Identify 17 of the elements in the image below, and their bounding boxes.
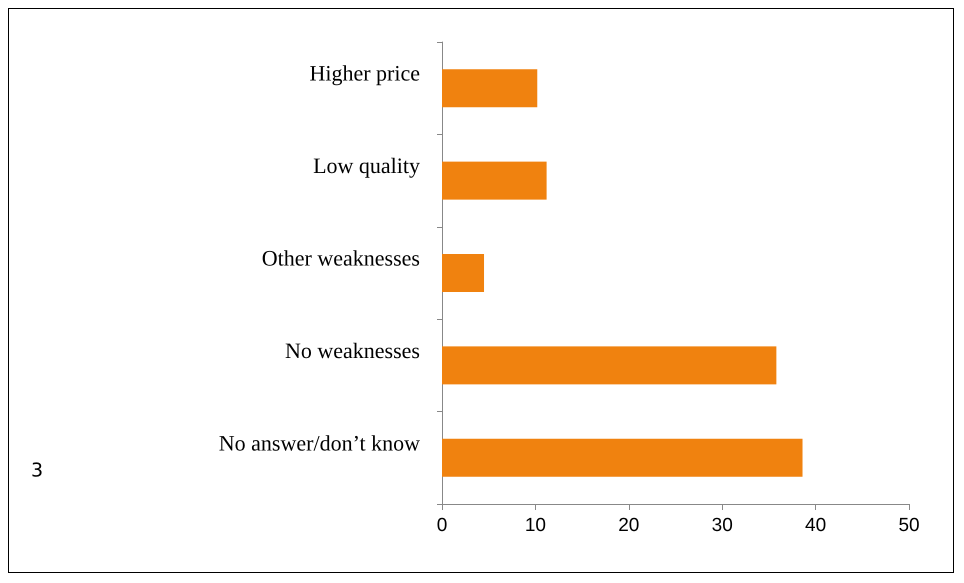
x-tick-label: 10 [524, 515, 546, 536]
y-tick-label: No answer/don’t know [218, 430, 420, 456]
bar [442, 162, 547, 200]
text: 3 [31, 460, 44, 482]
x-tick-label: 40 [805, 515, 826, 536]
bar [442, 69, 538, 108]
x-tick-label: 0 [436, 515, 448, 536]
x-tick-label: 30 [712, 515, 733, 536]
x-tick-label: 50 [898, 515, 920, 536]
y-tick-label: No weaknesses [284, 338, 420, 363]
bar [442, 346, 776, 384]
y-tick-label: Low quality [313, 153, 420, 178]
bar [442, 438, 803, 477]
y-tick-label: Higher price [309, 60, 420, 86]
y-tick-label: Other weaknesses [262, 246, 420, 270]
bar [442, 254, 484, 292]
x-tick-label: 20 [618, 515, 640, 536]
